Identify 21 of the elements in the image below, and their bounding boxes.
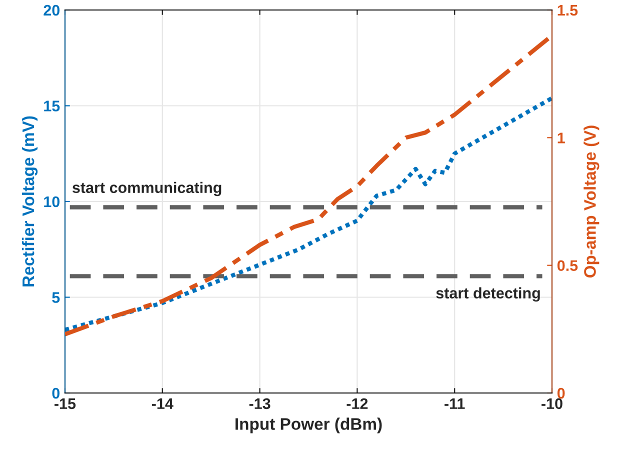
x-tick-label: -10 (542, 398, 562, 410)
y-tick-label: 5 (52, 292, 60, 303)
y2-tick-label: 1 (558, 132, 565, 144)
y2-axis-title: Op-amp Voltage (V) (584, 126, 600, 278)
y-axis-title: Rectifier Voltage (mV) (22, 116, 38, 286)
y-tick-label: 0 (52, 388, 60, 399)
x-tick-label: -15 (54, 398, 76, 410)
ref-line-label: start communicating (72, 182, 222, 196)
x-tick-label: -11 (444, 398, 465, 409)
y-tick-label: 10 (44, 196, 60, 208)
y-tick-label: 20 (44, 4, 60, 16)
ref-line-label: start detecting (436, 287, 540, 302)
y2-tick-label: 0.5 (557, 260, 578, 272)
y2-tick-label: 1.5 (558, 5, 578, 16)
x-tick-label: -12 (346, 398, 368, 409)
y-tick-label: 15 (44, 100, 60, 112)
y2-tick-label: 0 (557, 388, 565, 399)
x-axis-title: Input Power (dBm) (236, 418, 382, 434)
x-tick-label: -14 (152, 398, 174, 409)
line-series (65, 96, 552, 332)
x-tick-label: -13 (249, 398, 270, 410)
